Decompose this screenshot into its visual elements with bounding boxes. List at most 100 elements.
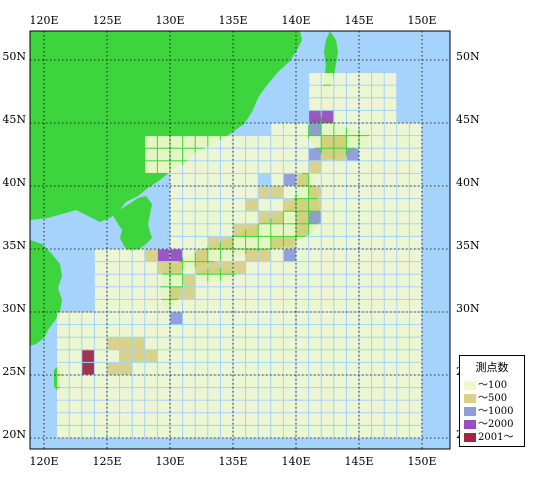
observation-cell bbox=[208, 136, 220, 148]
observation-cell bbox=[233, 362, 246, 375]
observation-cell bbox=[69, 362, 82, 375]
observation-cell bbox=[296, 148, 309, 161]
observation-cell bbox=[258, 325, 271, 337]
observation-cell bbox=[346, 388, 359, 400]
observation-cell bbox=[82, 312, 94, 325]
observation-cell bbox=[409, 425, 422, 438]
observation-cell bbox=[359, 249, 372, 262]
observation-cell bbox=[372, 186, 384, 199]
observation-cell bbox=[271, 123, 283, 136]
observation-cell bbox=[246, 325, 258, 337]
observation-cell bbox=[107, 400, 120, 413]
observation-cell bbox=[195, 375, 208, 388]
observation-cell bbox=[220, 312, 233, 325]
observation-cell bbox=[359, 350, 372, 362]
legend-box: 測点数 ～100 ～500 ～1000 ～2000 2001～ bbox=[459, 355, 525, 447]
observation-cell bbox=[183, 362, 195, 375]
observation-cell bbox=[195, 362, 208, 375]
observation-cell bbox=[208, 350, 220, 362]
observation-cell bbox=[321, 98, 334, 110]
observation-cell bbox=[233, 236, 246, 249]
observation-cell bbox=[321, 249, 334, 262]
observation-cell bbox=[372, 312, 384, 325]
observation-cell bbox=[82, 388, 94, 400]
observation-cell bbox=[334, 325, 346, 337]
observation-cell bbox=[132, 287, 145, 299]
observation-cell bbox=[145, 400, 157, 413]
observation-cell bbox=[309, 425, 321, 438]
observation-cell bbox=[409, 186, 422, 199]
observation-cell bbox=[132, 274, 145, 287]
observation-cell bbox=[321, 123, 334, 136]
observation-cell bbox=[321, 362, 334, 375]
observation-cell bbox=[359, 161, 372, 173]
observation-cell bbox=[346, 98, 359, 110]
observation-cell bbox=[283, 287, 296, 299]
observation-cell bbox=[94, 312, 107, 325]
observation-cell bbox=[233, 337, 246, 350]
observation-cell bbox=[183, 262, 195, 274]
observation-cell bbox=[183, 400, 195, 413]
observation-cell bbox=[397, 211, 409, 224]
observation-cell bbox=[258, 236, 271, 249]
observation-cell bbox=[246, 413, 258, 425]
observation-cell bbox=[283, 123, 296, 136]
observation-cell bbox=[145, 287, 157, 299]
observation-cell bbox=[359, 425, 372, 438]
observation-cell bbox=[309, 274, 321, 287]
china-south-coast bbox=[30, 240, 62, 346]
observation-cell bbox=[409, 199, 422, 211]
observation-cell bbox=[384, 413, 397, 425]
map-frame bbox=[29, 30, 451, 450]
observation-cell bbox=[409, 325, 422, 337]
observation-cell bbox=[321, 413, 334, 425]
observation-cell bbox=[397, 400, 409, 413]
observation-cell bbox=[321, 337, 334, 350]
observation-cell bbox=[233, 262, 246, 274]
lon-label: 140E bbox=[281, 14, 310, 27]
observation-cell bbox=[233, 274, 246, 287]
observation-cell bbox=[94, 400, 107, 413]
observation-cell bbox=[258, 274, 271, 287]
observation-cell bbox=[372, 274, 384, 287]
observation-cell bbox=[120, 413, 132, 425]
observation-cell bbox=[170, 325, 183, 337]
observation-cell bbox=[132, 350, 145, 362]
observation-cell bbox=[195, 211, 208, 224]
observation-cell bbox=[246, 299, 258, 312]
observation-cell bbox=[384, 136, 397, 148]
observation-cell bbox=[170, 249, 183, 262]
observation-cell bbox=[195, 388, 208, 400]
observation-cell bbox=[283, 362, 296, 375]
observation-cell bbox=[409, 312, 422, 325]
observation-cell bbox=[283, 325, 296, 337]
observation-cell bbox=[132, 413, 145, 425]
observation-cell bbox=[384, 224, 397, 236]
observation-cell bbox=[309, 173, 321, 186]
observation-cell bbox=[372, 375, 384, 388]
lat-label: 30N bbox=[456, 302, 480, 315]
observation-cell bbox=[120, 287, 132, 299]
observation-cell bbox=[132, 375, 145, 388]
observation-cell bbox=[69, 325, 82, 337]
observation-cell bbox=[69, 400, 82, 413]
observation-cell bbox=[359, 73, 372, 85]
observation-cell bbox=[359, 262, 372, 274]
observation-cell bbox=[157, 413, 170, 425]
observation-cell bbox=[384, 73, 397, 85]
observation-cell bbox=[220, 388, 233, 400]
observation-cell bbox=[220, 425, 233, 438]
observation-cell bbox=[208, 224, 220, 236]
observation-cell bbox=[157, 425, 170, 438]
observation-cell bbox=[346, 274, 359, 287]
observation-cell bbox=[208, 148, 220, 161]
observation-cell bbox=[296, 274, 309, 287]
observation-cell bbox=[372, 123, 384, 136]
observation-cell bbox=[195, 236, 208, 249]
observation-cell bbox=[397, 312, 409, 325]
observation-cells bbox=[57, 73, 422, 438]
observation-cell bbox=[145, 337, 157, 350]
observation-cell bbox=[183, 224, 195, 236]
observation-cell bbox=[120, 325, 132, 337]
observation-cell bbox=[183, 325, 195, 337]
